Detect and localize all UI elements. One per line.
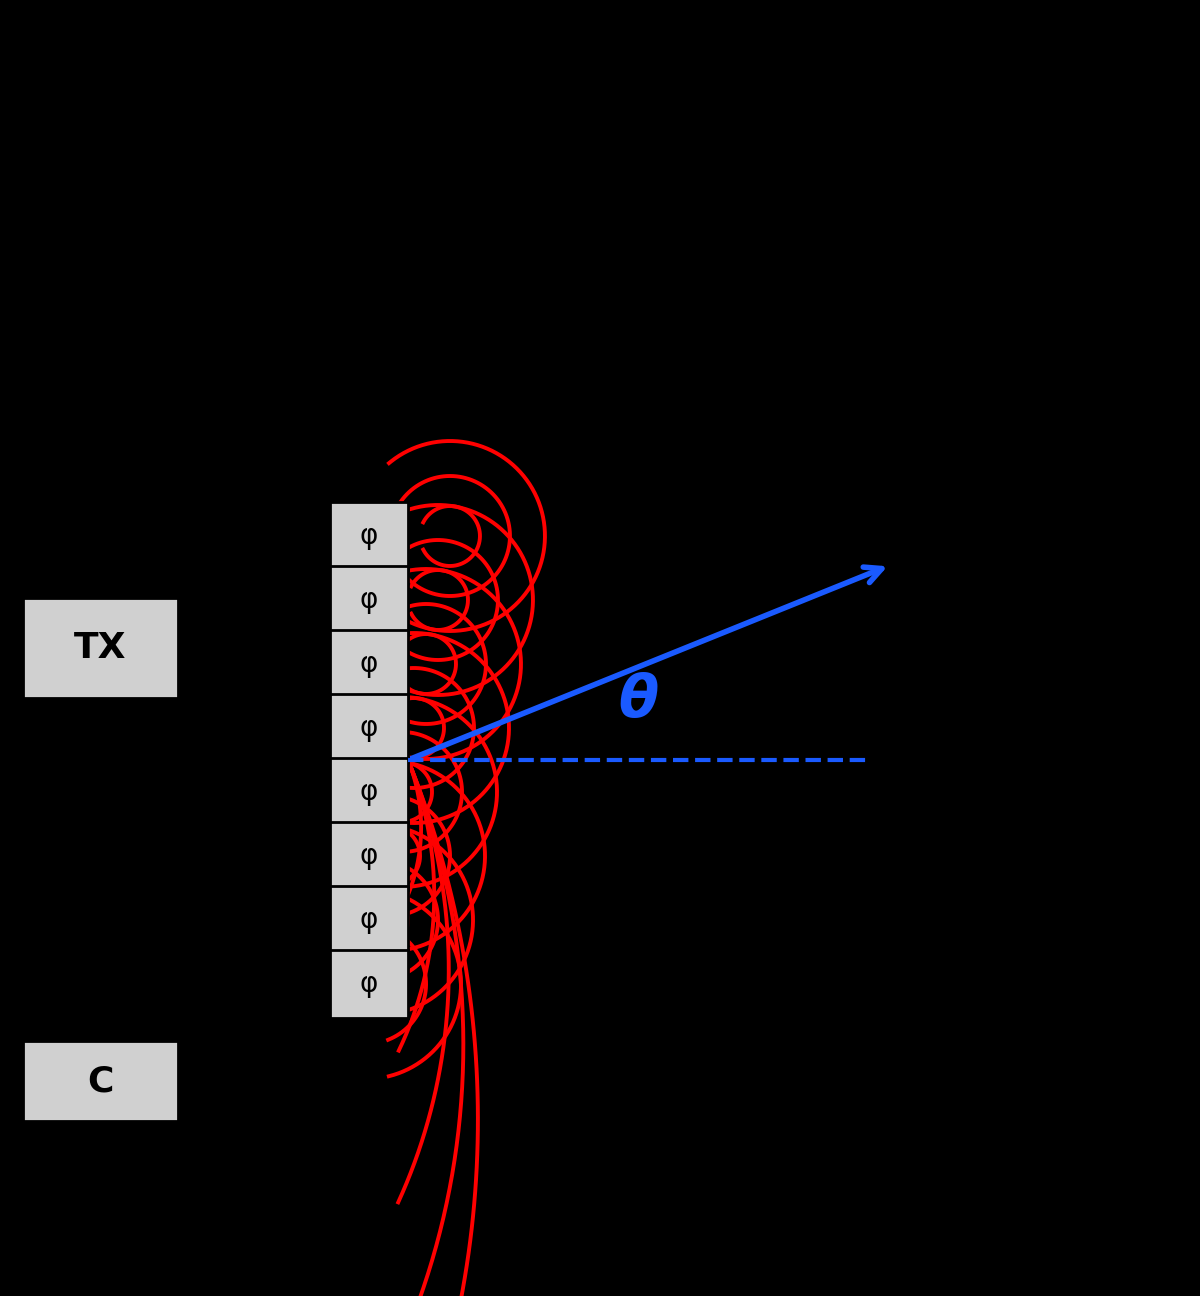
- Text: φ: φ: [360, 969, 378, 998]
- Text: φ: φ: [360, 906, 378, 934]
- Text: φ: φ: [360, 586, 378, 614]
- Text: φ: φ: [360, 714, 378, 743]
- FancyBboxPatch shape: [330, 950, 408, 1017]
- FancyBboxPatch shape: [330, 886, 408, 954]
- Text: φ: φ: [360, 842, 378, 870]
- Text: φ: φ: [360, 778, 378, 806]
- FancyBboxPatch shape: [330, 758, 408, 826]
- FancyBboxPatch shape: [23, 1041, 178, 1121]
- FancyBboxPatch shape: [330, 566, 408, 634]
- FancyBboxPatch shape: [23, 597, 178, 699]
- FancyBboxPatch shape: [330, 693, 408, 762]
- FancyBboxPatch shape: [330, 822, 408, 890]
- Text: θ: θ: [618, 671, 658, 728]
- Text: φ: φ: [360, 522, 378, 550]
- Text: φ: φ: [360, 651, 378, 678]
- Text: TX: TX: [73, 631, 126, 665]
- FancyBboxPatch shape: [330, 630, 408, 699]
- Text: C: C: [86, 1064, 113, 1098]
- FancyBboxPatch shape: [330, 502, 408, 570]
